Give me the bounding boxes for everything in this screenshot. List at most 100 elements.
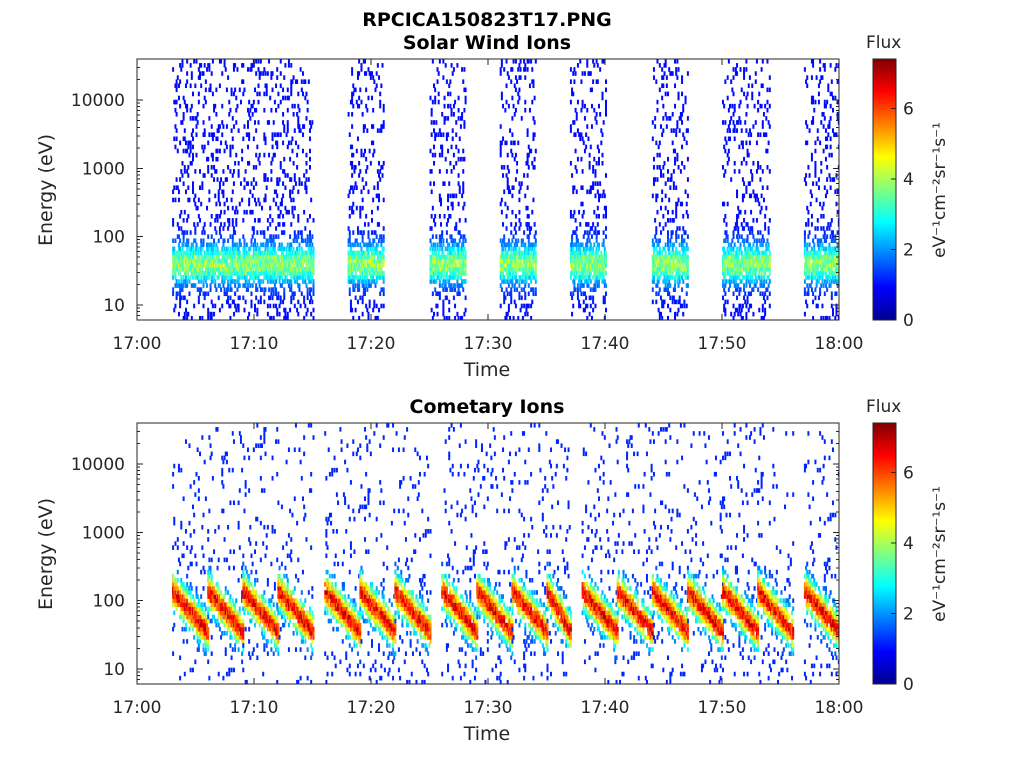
heatmap-cell (441, 144, 444, 150)
heatmap-cell (271, 279, 274, 284)
heatmap-cell (726, 271, 729, 276)
heatmap-cell (741, 258, 744, 264)
heatmap-cell (521, 242, 524, 248)
heatmap-cell (731, 238, 734, 244)
heatmap-cell (722, 201, 724, 207)
heatmap-cell (675, 128, 678, 133)
heatmap-cell (766, 295, 769, 301)
heatmap-cell (270, 234, 273, 239)
heatmap-cell (581, 201, 584, 207)
heatmap-cell (686, 262, 689, 268)
heatmap-cell (751, 83, 754, 89)
heatmap-cell (527, 258, 530, 264)
heatmap-cell (292, 75, 295, 80)
heatmap-cell (181, 230, 184, 235)
heatmap-cell (186, 254, 189, 260)
heatmap-cell (753, 266, 756, 272)
heatmap-cell (223, 275, 226, 280)
heatmap-cell (200, 242, 203, 248)
heatmap-cell (517, 262, 520, 268)
heatmap-cell (675, 213, 678, 219)
heatmap-cell (210, 275, 213, 280)
heatmap-cell (372, 238, 375, 244)
heatmap-cell (230, 128, 233, 133)
heatmap-cell (290, 254, 293, 260)
heatmap-cell (221, 246, 224, 252)
heatmap-cell (745, 275, 748, 280)
heatmap-cell (682, 213, 685, 219)
heatmap-cell (179, 271, 182, 276)
heatmap-cell (506, 181, 509, 186)
heatmap-cell (743, 91, 746, 97)
heatmap-cell (238, 295, 241, 301)
heatmap-cell (511, 279, 514, 284)
heatmap-cell (182, 181, 185, 186)
heatmap-cell (221, 279, 224, 284)
heatmap-cell (668, 279, 671, 284)
heatmap-cell (500, 258, 503, 264)
heatmap-cell (664, 112, 667, 117)
heatmap-cell (731, 87, 734, 93)
heatmap-cell (581, 266, 584, 272)
heatmap-cell (361, 197, 364, 203)
heatmap-cell (174, 303, 177, 309)
heatmap-cell (275, 201, 278, 207)
heatmap-cell (264, 197, 267, 203)
heatmap-cell (668, 116, 671, 121)
heatmap-cell (511, 116, 514, 121)
heatmap-cell (573, 120, 576, 125)
heatmap-cell (191, 275, 194, 280)
heatmap-cell (353, 262, 356, 268)
heatmap-cell (754, 266, 757, 272)
heatmap-cell (674, 262, 677, 268)
heatmap-cell (807, 250, 810, 256)
heatmap-cell (217, 275, 220, 280)
heatmap-cell (806, 303, 809, 309)
heatmap-cell (736, 271, 739, 276)
heatmap-cell (275, 258, 278, 264)
heatmap-cell (180, 254, 183, 260)
heatmap-cell (808, 230, 811, 235)
heatmap-cell (671, 254, 674, 260)
heatmap-cell (679, 254, 682, 260)
heatmap-cell (348, 266, 351, 272)
heatmap-cell (234, 63, 237, 68)
heatmap-cell (524, 271, 527, 276)
heatmap-cell (359, 295, 362, 301)
heatmap-cell (679, 116, 682, 121)
heatmap-cell (294, 262, 297, 268)
heatmap-cell (223, 266, 226, 272)
heatmap-cell (265, 254, 268, 260)
heatmap-cell (434, 213, 437, 219)
heatmap-cell (243, 307, 246, 313)
heatmap-cell (202, 173, 205, 178)
heatmap-cell (445, 136, 448, 142)
heatmap-cell (575, 275, 578, 280)
heatmap-cell (744, 250, 747, 256)
heatmap-cell (454, 287, 457, 292)
heatmap-cell (372, 197, 375, 203)
heatmap-cell (595, 279, 598, 284)
heatmap-cell (297, 275, 300, 280)
heatmap-cell (503, 266, 506, 272)
heatmap-cell (203, 271, 206, 276)
heatmap-cell (764, 307, 767, 313)
heatmap-cell (286, 262, 289, 268)
heatmap-cell (176, 254, 179, 260)
heatmap-cell (441, 230, 444, 235)
heatmap-cell (765, 242, 768, 248)
heatmap-cell (733, 160, 736, 166)
heatmap-cell (605, 107, 607, 113)
heatmap-cell (657, 271, 660, 276)
heatmap-cell (595, 246, 598, 252)
heatmap-cell (670, 177, 673, 182)
heatmap-cell (298, 124, 301, 129)
heatmap-cell (574, 165, 577, 170)
heatmap-cell (279, 262, 282, 268)
heatmap-cell (747, 275, 750, 280)
heatmap-cell (222, 254, 225, 260)
heatmap-cell (283, 246, 286, 252)
heatmap-cell (189, 140, 192, 146)
heatmap-cell (275, 291, 278, 297)
heatmap-cell (360, 254, 363, 260)
